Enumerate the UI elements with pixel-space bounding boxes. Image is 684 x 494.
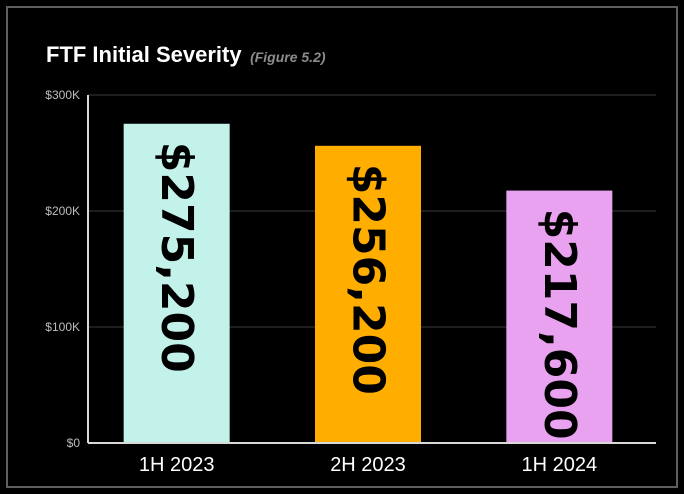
y-tick-label: $100K (45, 320, 80, 334)
bar-value-label: $217,600 (534, 209, 585, 440)
value-labels: $275,200 $256,200 $217,600 (151, 142, 585, 440)
x-category-label: 1H 2023 (139, 454, 215, 476)
bars (123, 123, 613, 444)
chart-title-row: FTF Initial Severity (Figure 5.2) (46, 44, 326, 66)
bar (506, 190, 613, 443)
x-category-label: 2H 2023 (330, 454, 406, 476)
bar-value-label: $275,200 (151, 142, 202, 373)
chart-subtitle: (Figure 5.2) (250, 49, 326, 65)
y-tick-label: $300K (45, 88, 80, 102)
x-axis-categories: 1H 2023 2H 2023 1H 2024 (139, 454, 597, 476)
x-category-label: 1H 2024 (522, 454, 598, 476)
bar-value-label: $256,200 (343, 164, 394, 395)
bar (123, 123, 230, 443)
y-axis-ticks: $0 $100K $200K $300K (45, 88, 80, 450)
y-tick-label: $200K (45, 204, 80, 218)
axes (87, 95, 656, 444)
chart-title: FTF Initial Severity (46, 42, 242, 67)
y-tick-label: $0 (67, 436, 81, 450)
bar (315, 145, 421, 444)
